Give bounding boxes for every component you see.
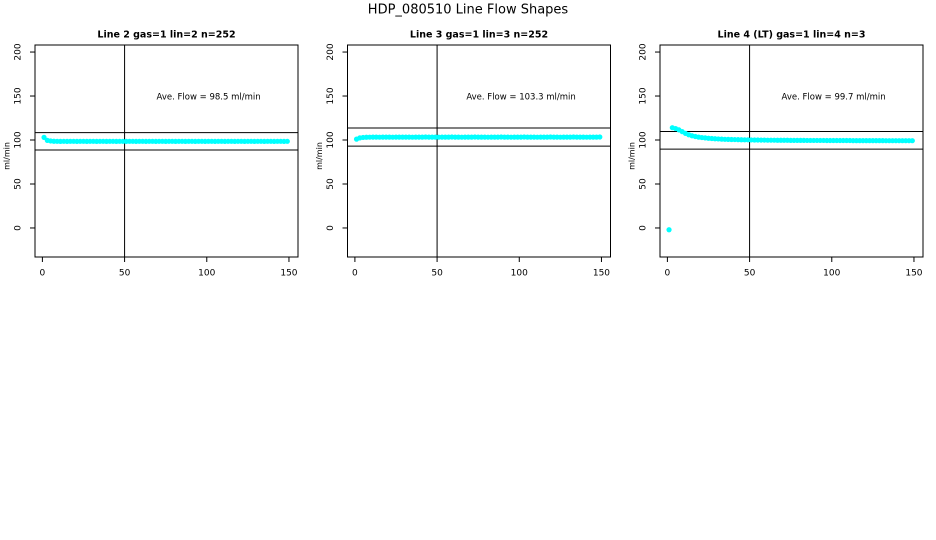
x-tick-label: 50	[744, 269, 756, 279]
plot-frame	[347, 44, 611, 258]
y-tick-label: 100	[326, 131, 336, 148]
annotation: Ave. Flow = 103.3 ml/min	[466, 92, 575, 102]
x-tick-label: 0	[665, 269, 671, 279]
y-tick-label: 0	[14, 225, 24, 231]
point	[909, 138, 915, 144]
y-tick-label: 150	[326, 87, 336, 104]
y-tick-label: 100	[14, 131, 24, 148]
y-tick-label: 150	[639, 87, 649, 104]
x-tick-label: 0	[40, 269, 46, 279]
x-tick-label: 100	[198, 269, 215, 279]
plot-frame	[659, 44, 924, 258]
y-tick-label: 50	[14, 178, 24, 190]
y-axis-label: ml/min	[628, 142, 637, 170]
x-tick-label: 150	[280, 269, 297, 279]
point	[41, 134, 47, 140]
panel-title: Line 3 gas=1 lin=3 n=252	[410, 30, 548, 41]
y-tick-label: 0	[639, 225, 649, 231]
x-tick-label: 50	[431, 269, 443, 279]
y-axis-label: ml/min	[315, 142, 324, 170]
y-tick-label: 150	[14, 87, 24, 104]
y-tick-label: 50	[639, 178, 649, 190]
annotation: Ave. Flow = 98.5 ml/min	[157, 92, 261, 102]
point	[284, 138, 290, 144]
x-tick-label: 50	[119, 269, 131, 279]
x-tick-label: 100	[511, 269, 528, 279]
y-tick-label: 200	[14, 43, 24, 60]
y-tick-label: 50	[326, 178, 336, 190]
main-title: HDP_080510 Line Flow Shapes	[368, 3, 569, 18]
x-tick-label: 100	[823, 269, 840, 279]
y-tick-label: 200	[639, 43, 649, 60]
point	[666, 227, 672, 233]
y-tick-label: 200	[326, 43, 336, 60]
y-tick-label: 100	[639, 131, 649, 148]
y-axis-label: ml/min	[3, 142, 12, 170]
y-tick-label: 0	[326, 225, 336, 231]
x-tick-label: 150	[593, 269, 610, 279]
panel-title: Line 4 (LT) gas=1 lin=4 n=3	[718, 30, 866, 41]
point	[597, 134, 603, 140]
annotation: Ave. Flow = 99.7 ml/min	[782, 92, 886, 102]
x-tick-label: 0	[352, 269, 358, 279]
panel-title: Line 2 gas=1 lin=2 n=252	[97, 30, 235, 41]
plot-frame	[34, 44, 299, 258]
x-tick-label: 150	[905, 269, 922, 279]
